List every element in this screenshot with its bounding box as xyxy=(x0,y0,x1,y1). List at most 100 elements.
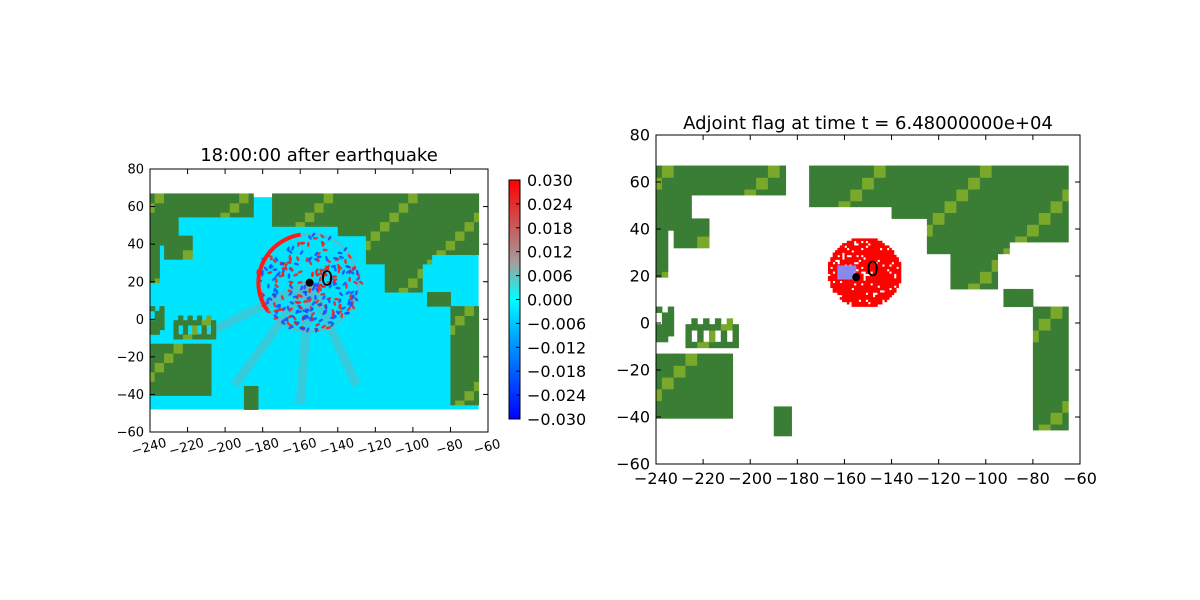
land-cell xyxy=(469,320,475,326)
land-cell xyxy=(201,357,207,363)
land-cell xyxy=(815,194,822,202)
land-cell xyxy=(838,165,845,172)
land-cell xyxy=(389,216,395,223)
land-cell xyxy=(459,230,466,237)
wave-speckle xyxy=(281,318,287,322)
land-cell xyxy=(431,249,437,255)
land-cell xyxy=(206,198,212,204)
land-cell xyxy=(956,271,963,278)
land-cell xyxy=(685,200,692,208)
land-cell xyxy=(714,412,722,419)
flag-cell xyxy=(830,273,833,277)
flag-cell xyxy=(868,283,871,286)
flag-cell xyxy=(884,268,888,272)
land-cell xyxy=(974,165,981,172)
land-cell xyxy=(417,245,423,251)
land-cell xyxy=(441,230,447,237)
land-cell xyxy=(192,367,198,373)
wave-speckle xyxy=(275,303,280,308)
land-cell xyxy=(394,249,400,255)
flag-cell xyxy=(886,290,890,293)
land-cell xyxy=(347,226,353,232)
land-cell xyxy=(1050,312,1057,319)
land-cell xyxy=(956,177,963,184)
land-cell xyxy=(436,221,442,227)
flag-cell xyxy=(844,285,848,289)
land-cell xyxy=(154,245,160,251)
land-cell xyxy=(459,395,466,401)
flag-cell xyxy=(865,287,869,291)
land-cell xyxy=(445,226,451,232)
land-cell xyxy=(1056,418,1063,425)
land-cell xyxy=(417,235,423,241)
land-cell xyxy=(826,194,834,202)
land-cell xyxy=(445,296,451,302)
flag-cell xyxy=(832,266,836,270)
land-cell xyxy=(154,235,160,241)
land-cell xyxy=(832,183,840,190)
land-cell xyxy=(417,221,423,227)
land-cell xyxy=(1062,224,1069,231)
land-cell xyxy=(398,263,404,270)
land-cell xyxy=(319,202,325,209)
land-cell xyxy=(1015,171,1022,178)
land-cell xyxy=(968,265,975,272)
land-cell xyxy=(450,240,456,246)
land-cell xyxy=(985,206,993,214)
flag-cell xyxy=(891,268,895,272)
land-cell xyxy=(1003,177,1010,184)
land-cell xyxy=(201,385,207,392)
land-cell xyxy=(417,193,423,199)
flag-cell xyxy=(882,271,885,274)
flag-cell xyxy=(860,297,864,300)
flag-cell xyxy=(858,292,862,296)
flag-cell xyxy=(844,297,848,300)
flag-cell xyxy=(870,266,874,270)
flag-cell xyxy=(849,287,852,291)
land-cell xyxy=(380,207,386,213)
land-cell xyxy=(422,212,428,218)
land-cell xyxy=(885,171,893,178)
colorbar-tick-label: −0.018 xyxy=(527,362,586,381)
flag-cell xyxy=(877,294,881,298)
land-cell xyxy=(351,207,358,213)
land-cell xyxy=(455,207,461,213)
land-cell xyxy=(997,189,1004,196)
land-cell xyxy=(691,377,698,384)
land-cell xyxy=(685,394,692,402)
flag-cell xyxy=(898,276,902,279)
flag-cell xyxy=(870,257,874,260)
flag-cell xyxy=(830,280,833,284)
land-cell xyxy=(656,247,663,255)
land-cell xyxy=(365,202,372,209)
left-land-mask xyxy=(150,193,480,410)
land-cell xyxy=(809,194,816,202)
land-cell xyxy=(815,177,822,184)
land-cell xyxy=(697,236,704,243)
land-cell xyxy=(436,216,442,223)
land-cell xyxy=(679,194,686,202)
y-tick-label: 80 xyxy=(127,163,144,178)
wave-speckle xyxy=(315,323,321,327)
land-cell xyxy=(714,382,722,390)
land-cell xyxy=(744,171,751,178)
flag-cell xyxy=(827,266,831,270)
land-cell xyxy=(962,177,969,184)
land-cell xyxy=(1021,200,1028,208)
land-cell xyxy=(1044,341,1052,349)
land-cell xyxy=(903,165,910,172)
flag-cell xyxy=(842,283,845,286)
land-cell xyxy=(187,367,193,373)
land-cell xyxy=(403,240,409,246)
land-cell xyxy=(412,193,419,199)
flag-cell xyxy=(842,287,845,291)
land-cell xyxy=(459,202,466,209)
land-cell xyxy=(1009,236,1016,243)
land-cell xyxy=(154,268,160,274)
land-cell xyxy=(809,171,816,178)
land-cell xyxy=(229,212,235,218)
flag-cell xyxy=(856,247,859,251)
land-cell xyxy=(159,207,165,213)
land-cell xyxy=(656,359,663,366)
land-cell xyxy=(685,324,692,331)
